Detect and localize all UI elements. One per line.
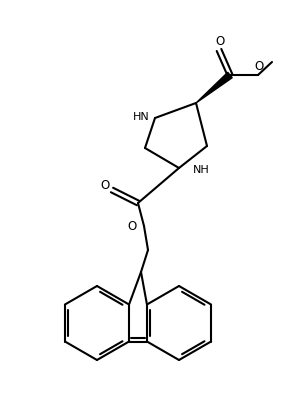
Text: NH: NH [193,165,209,175]
Text: O: O [127,220,136,233]
Text: O: O [215,34,225,47]
Text: O: O [254,60,264,73]
Text: O: O [100,179,110,192]
Polygon shape [196,72,232,103]
Text: HN: HN [133,112,149,122]
